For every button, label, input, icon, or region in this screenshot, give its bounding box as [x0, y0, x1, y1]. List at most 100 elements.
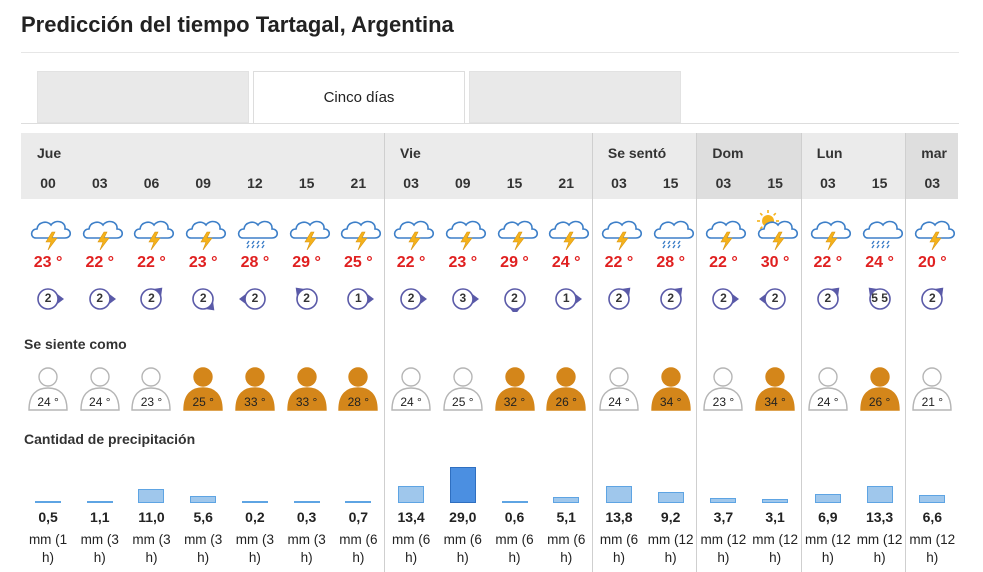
precip-unit: mm (6 h): [339, 532, 378, 565]
rain-icon: [232, 210, 282, 255]
feels-like-person-icon: 24 °: [75, 366, 125, 412]
wind-indicator: 2: [386, 286, 436, 310]
rain-icon: [857, 210, 907, 255]
tab-cinco-dias[interactable]: Cinco días: [253, 71, 465, 123]
precip-unit: mm (12 h): [700, 532, 747, 565]
feels-like-value: 26 °: [868, 395, 891, 409]
hour-label: 06: [143, 175, 160, 191]
wind-indicator: 2: [907, 286, 957, 310]
precip-value: 6,9: [818, 509, 838, 525]
precip-value: 6,6: [922, 509, 943, 525]
precip-value: 0,7: [348, 509, 369, 525]
precip-value: 9,2: [660, 509, 681, 525]
feels-like-person-icon: 23 °: [698, 366, 748, 412]
thunderstorm-icon: [543, 210, 593, 255]
thunderstorm-icon: [440, 210, 490, 255]
day-header: [21, 133, 384, 199]
feels-like-value: 24 °: [37, 395, 59, 409]
thunderstorm-icon: [128, 210, 178, 255]
precip-bar: [553, 497, 580, 503]
feels-like-person-icon: 34 °: [750, 366, 800, 412]
tab-3[interactable]: [469, 71, 681, 123]
precip-value: 0,3: [296, 509, 317, 525]
wind-speed: 2: [148, 291, 155, 305]
wind-indicator: 2: [698, 286, 748, 310]
hour-label: 03: [611, 175, 627, 191]
wind-indicator: 2: [803, 286, 853, 310]
thunderstorm-icon: [596, 210, 646, 255]
day-header: [591, 133, 697, 199]
wind-speed: 2: [720, 291, 727, 305]
precip-bar: [605, 486, 632, 503]
precip-value: 5,6: [193, 509, 213, 525]
day-separator: [384, 133, 385, 572]
temperature: 30 °: [760, 254, 790, 271]
precip-unit: mm (12 h): [752, 532, 798, 565]
feels-like-value: 24 °: [89, 395, 111, 409]
day-separator: [800, 133, 802, 572]
precip-bar: [35, 501, 62, 503]
wind-speed: 2: [96, 291, 104, 305]
wind-speed: 2: [44, 291, 52, 305]
precip-value: 0,2: [245, 509, 265, 525]
temperature: 23 °: [448, 254, 478, 271]
day-header: [905, 133, 958, 199]
precip-unit: mm (6 h): [391, 532, 431, 565]
precip-unit: mm (3 h): [184, 532, 223, 565]
wind-indicator: 2: [282, 286, 332, 310]
thunderstorm-icon: [909, 210, 959, 255]
wind-indicator: 2: [75, 286, 125, 310]
wind-speed: 2: [199, 291, 207, 305]
precip-unit: mm (1 h): [28, 532, 68, 565]
day-header: [800, 133, 906, 199]
precip-value: 13,3: [865, 509, 894, 525]
precip-value: 0,5: [38, 509, 58, 525]
precip-bar: [398, 486, 425, 503]
temperature: 29 °: [292, 254, 321, 271]
hour-label: 03: [924, 175, 941, 191]
feels-like-person-icon: 25 °: [178, 366, 228, 412]
feels-like-value: 34 °: [764, 395, 786, 409]
precip-value: 29,0: [449, 509, 477, 525]
precip-unit: mm (6 h): [495, 532, 534, 565]
temperature: 22 °: [813, 254, 843, 271]
sun-thunderstorm-icon: [752, 210, 802, 255]
tab-divider: [21, 123, 959, 124]
temperature: 28 °: [656, 254, 685, 271]
wind-speed: 2: [615, 291, 623, 305]
tab-1[interactable]: [37, 71, 249, 123]
temperature: 29 °: [500, 254, 529, 271]
hour-label: 15: [767, 175, 783, 191]
feels-like-person-icon: 24 °: [23, 366, 73, 412]
wind-speed: 1: [562, 291, 570, 305]
precip-bar: [138, 489, 165, 503]
temperature: 22 °: [709, 254, 738, 271]
precip-bar: [866, 486, 893, 503]
feels-like-person-icon: 24 °: [594, 366, 644, 412]
feels-like-value: 25 °: [192, 395, 214, 409]
wind-speed: 2: [824, 291, 832, 305]
day-label: Vie: [400, 145, 421, 161]
precip-bar: [293, 501, 320, 503]
precip-bar: [449, 467, 476, 503]
thunderstorm-icon: [77, 210, 127, 255]
day-label: Se sentó: [607, 145, 667, 161]
thunderstorm-icon: [284, 210, 334, 255]
hour-label: 21: [558, 175, 574, 191]
precip-bar: [241, 501, 268, 503]
precip-value: 0,6: [504, 509, 525, 525]
temperature: 24 °: [551, 254, 581, 271]
wind-indicator: 2: [490, 286, 540, 315]
wind-indicator: 2: [126, 286, 176, 310]
precip-value: 11,0: [138, 509, 165, 525]
rain-icon: [648, 210, 698, 255]
temperature: 20 °: [917, 254, 947, 271]
precip-unit: mm (3 h): [132, 532, 171, 565]
day-separator: [591, 133, 593, 572]
forecast-grid: Se siente como Cantidad de precipitación…: [21, 133, 958, 572]
feels-like-person-icon: 26 °: [855, 366, 905, 412]
precip-bar: [190, 496, 217, 503]
hour-label: 09: [195, 175, 211, 191]
hour-label: 21: [350, 175, 367, 191]
wind-indicator: 2: [750, 286, 800, 310]
